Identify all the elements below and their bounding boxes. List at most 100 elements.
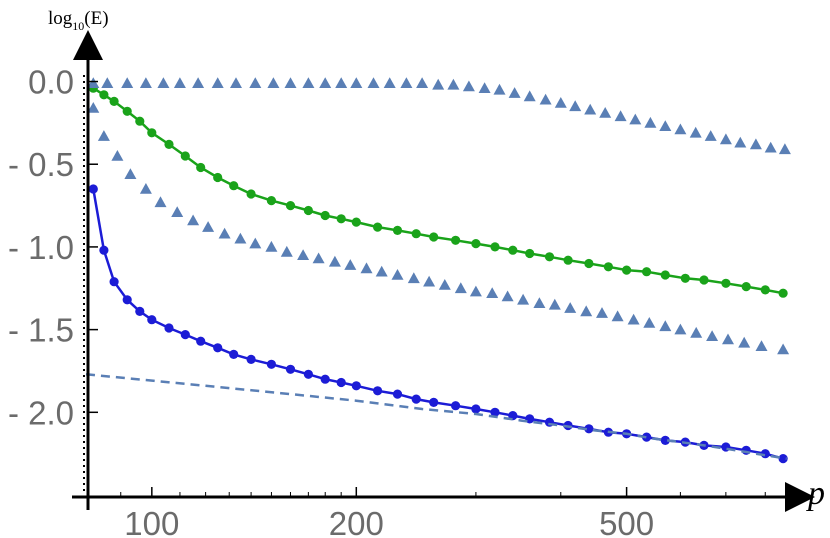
data-point bbox=[164, 139, 174, 149]
triangle-point bbox=[517, 293, 530, 305]
data-point bbox=[642, 432, 652, 442]
data-point bbox=[336, 377, 346, 388]
triangle-point bbox=[539, 93, 552, 105]
data-point bbox=[285, 201, 296, 211]
data-point bbox=[429, 232, 439, 242]
triangle-point bbox=[249, 77, 262, 88]
y-tick-label: 0.0 bbox=[28, 64, 74, 101]
data-point bbox=[246, 354, 256, 364]
triangle-point bbox=[659, 320, 672, 332]
triangle-point bbox=[778, 143, 791, 155]
triangle-point bbox=[596, 307, 608, 318]
data-point bbox=[778, 454, 788, 464]
y-axis-label-base: log bbox=[48, 8, 73, 29]
triangle-point bbox=[447, 78, 460, 90]
triangle-point bbox=[111, 150, 124, 161]
x-tick-label: 200 bbox=[329, 505, 384, 538]
data-point bbox=[699, 275, 709, 285]
axes bbox=[72, 30, 815, 512]
data-point bbox=[229, 349, 239, 359]
triangle-point bbox=[302, 77, 315, 88]
triangle-point bbox=[171, 206, 184, 217]
triangle-point bbox=[584, 103, 597, 115]
data-point bbox=[266, 196, 276, 206]
data-point bbox=[622, 265, 632, 275]
triangle-point bbox=[202, 221, 215, 232]
triangle-point bbox=[738, 336, 751, 348]
triangle-point bbox=[548, 298, 561, 310]
triangle-point bbox=[580, 305, 593, 317]
triangle-point bbox=[97, 130, 110, 141]
triangle-point bbox=[564, 302, 577, 313]
triangle-point bbox=[554, 97, 567, 108]
triangle-point bbox=[87, 77, 100, 88]
triangle-point bbox=[335, 77, 348, 88]
data-point bbox=[525, 248, 535, 259]
triangle-point bbox=[755, 340, 768, 351]
triangle-point bbox=[284, 77, 297, 88]
data-point bbox=[320, 210, 330, 221]
data-point bbox=[544, 252, 555, 262]
data-point bbox=[490, 242, 500, 252]
triangle-point bbox=[569, 100, 582, 112]
data-point bbox=[99, 90, 109, 100]
data-point bbox=[351, 381, 361, 391]
triangle-point bbox=[734, 136, 747, 148]
series-triangles-3 bbox=[87, 102, 790, 355]
data-point bbox=[563, 255, 573, 265]
data-point bbox=[490, 407, 500, 417]
series-line bbox=[92, 87, 784, 295]
triangle-point bbox=[187, 214, 200, 226]
data-point bbox=[196, 162, 206, 173]
series-line-markers-0 bbox=[88, 83, 788, 298]
triangle-point bbox=[493, 83, 506, 95]
data-point bbox=[584, 258, 594, 269]
x-tick-label: 100 bbox=[124, 505, 179, 538]
triangle-point bbox=[416, 77, 429, 88]
triangle-point bbox=[690, 326, 703, 338]
triangle-point bbox=[367, 77, 380, 88]
data-point bbox=[760, 285, 770, 295]
triangle-point bbox=[599, 107, 612, 118]
data-point bbox=[642, 267, 652, 277]
data-point bbox=[122, 295, 132, 305]
data-point bbox=[303, 369, 313, 379]
triangle-point bbox=[267, 77, 280, 88]
y-axis-label-subscript: 10 bbox=[72, 19, 84, 33]
x-tick-label: 500 bbox=[599, 505, 654, 538]
triangle-point bbox=[391, 269, 404, 280]
data-point bbox=[451, 235, 461, 245]
triangle-point bbox=[139, 183, 152, 194]
data-point bbox=[229, 181, 239, 191]
triangle-point bbox=[249, 237, 262, 249]
series-layer bbox=[85, 77, 791, 464]
data-point bbox=[471, 239, 481, 249]
data-point bbox=[429, 397, 439, 407]
triangle-point bbox=[139, 77, 152, 88]
x-axis-label: p bbox=[806, 475, 825, 512]
y-ticks: 0.0 - 0.5 - 1.0 - 1.5 - 2.0 bbox=[8, 64, 98, 431]
triangle-point bbox=[704, 130, 717, 141]
triangle-point bbox=[478, 82, 491, 93]
triangle-point bbox=[192, 77, 205, 88]
triangle-point bbox=[523, 90, 536, 102]
triangle-point bbox=[486, 287, 499, 298]
triangle-point bbox=[121, 77, 134, 88]
data-point bbox=[680, 273, 690, 283]
data-point bbox=[88, 184, 98, 194]
data-point bbox=[373, 386, 383, 396]
series-dashed-4 bbox=[85, 373, 787, 460]
data-point bbox=[741, 282, 751, 292]
triangle-point bbox=[101, 77, 114, 88]
data-point bbox=[180, 330, 190, 340]
triangle-point bbox=[157, 77, 170, 88]
data-point bbox=[135, 306, 145, 316]
triangle-point bbox=[462, 80, 475, 92]
data-point bbox=[122, 106, 132, 116]
triangle-point bbox=[218, 227, 231, 239]
triangle-point bbox=[501, 290, 514, 302]
data-point bbox=[109, 96, 119, 106]
triangle-point bbox=[265, 240, 278, 252]
triangle-point bbox=[643, 317, 656, 328]
triangle-point bbox=[627, 313, 640, 325]
